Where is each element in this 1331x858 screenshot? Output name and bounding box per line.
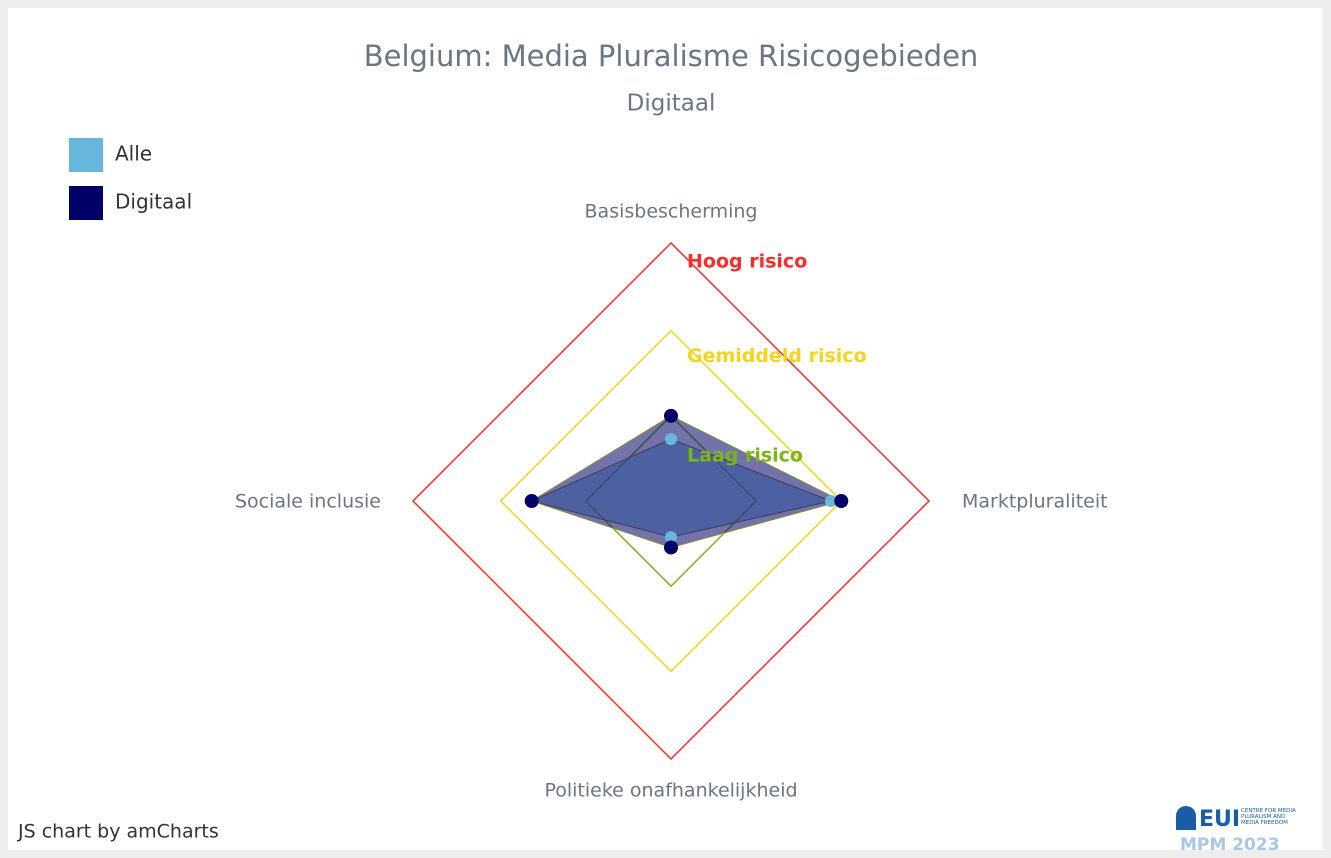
axis-label: Politieke onafhankelijkheid — [544, 780, 797, 802]
data-point — [524, 494, 539, 508]
data-point — [664, 540, 678, 555]
axis-label: Marktpluraliteit — [962, 491, 1108, 513]
logo: EUI CENTRE FOR MEDIA PLURALISM AND MEDIA… — [1176, 806, 1296, 855]
legend-swatch — [69, 138, 103, 172]
legend-label: Alle — [115, 142, 152, 166]
axis-label: Basisbescherming — [585, 201, 758, 223]
band-line — [499, 329, 843, 673]
chart-subtitle: Digitaal — [627, 91, 716, 117]
data-point — [834, 494, 849, 508]
axis-label: Sociale inclusie — [235, 491, 381, 513]
chart-title: Belgium: Media Pluralisme Risicogebieden — [364, 39, 979, 73]
logo-subtitle: CENTRE FOR MEDIA PLURALISM AND MEDIA FRE… — [1241, 808, 1296, 826]
band-label: Hoog risico — [687, 251, 807, 273]
data-point — [824, 495, 837, 507]
band-line — [411, 241, 931, 761]
legend-swatch — [69, 186, 103, 220]
legend-label: Digitaal — [115, 190, 192, 214]
logo-name: EUI — [1199, 807, 1240, 832]
logo-sub-box: CENTRE FOR MEDIA PLURALISM AND MEDIA FRE… — [1241, 808, 1296, 826]
band-label: Laag risico — [687, 444, 803, 466]
band-label: Gemiddeld risico — [687, 345, 867, 367]
logo-badge: MPM 2023 — [1180, 835, 1280, 855]
credit: JS chart by amCharts — [17, 821, 219, 843]
data-point — [665, 531, 677, 544]
data-point — [664, 408, 678, 423]
data-point — [665, 433, 677, 446]
logo-icon — [1176, 806, 1196, 830]
